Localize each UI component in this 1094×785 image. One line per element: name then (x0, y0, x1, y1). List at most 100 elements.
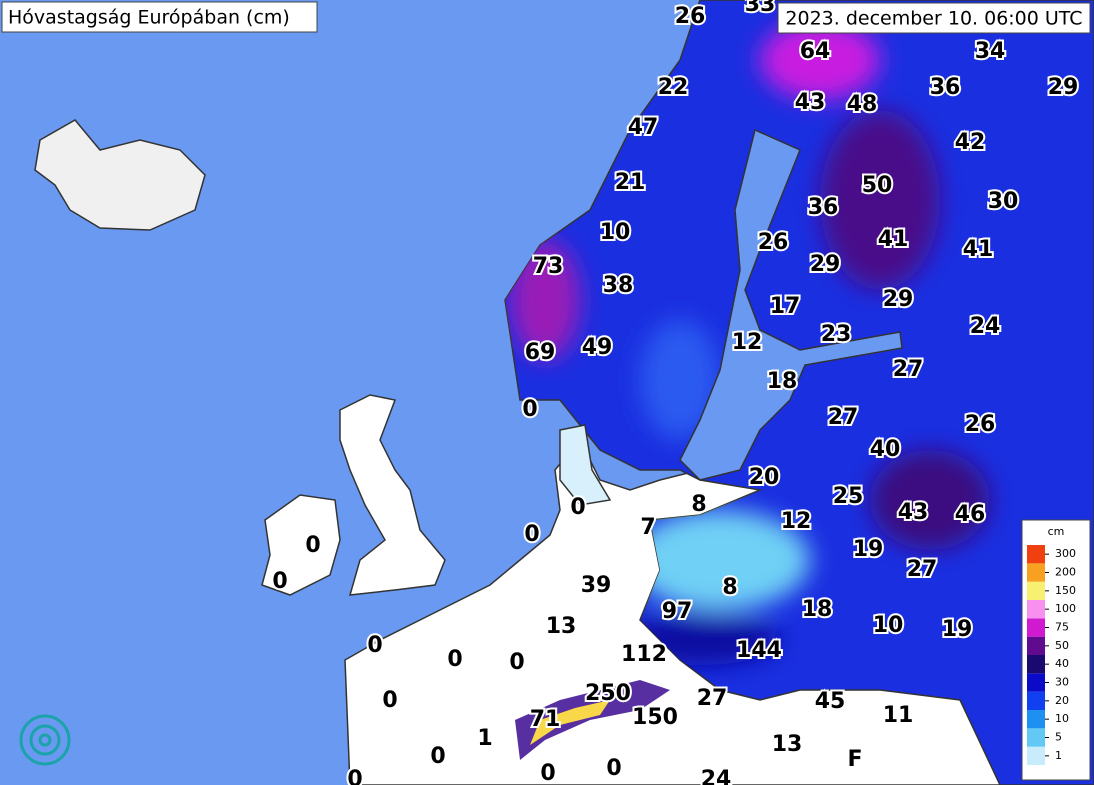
snow-depth-label: 0 (367, 633, 382, 658)
snow-depth-label: 0 (522, 397, 537, 422)
snow-depth-label: 0 (347, 767, 362, 785)
snow-depth-label: 64 (800, 39, 831, 64)
snow-depth-label: 13 (772, 732, 803, 757)
logo (19, 714, 71, 766)
map-title: Hóvastagság Európában (cm) (8, 7, 290, 29)
snow-depth-label: 24 (970, 314, 1001, 339)
snow-depth-label: 39 (581, 573, 612, 598)
snow-depth-label: 21 (615, 170, 646, 195)
snow-depth-label: 42 (955, 130, 986, 155)
timestamp: 2023. december 10. 06:00 UTC (785, 8, 1082, 30)
colorbar-tick-label: 75 (1055, 621, 1069, 634)
snow-depth-label: F (847, 747, 862, 772)
colorbar-tick-label: 50 (1055, 639, 1069, 652)
snow-depth-label: 71 (530, 707, 561, 732)
snow-depth-label: 19 (853, 537, 884, 562)
colorbar-segment (1027, 618, 1045, 637)
snow-shading (510, 20, 990, 665)
colorbar-tick-label: 1 (1055, 749, 1062, 762)
snow-depth-label: 29 (810, 252, 841, 277)
snow-depth-label: 0 (606, 756, 621, 781)
colorbar-segment (1027, 673, 1045, 692)
snow-depth-label: 24 (701, 767, 732, 785)
colorbar-tick-label: 5 (1055, 731, 1062, 744)
snow-depth-label: 25 (833, 484, 864, 509)
snow-depth-label: 43 (795, 90, 826, 115)
snow-depth-label: 18 (767, 369, 798, 394)
colorbar-segment (1027, 728, 1045, 747)
snow-depth-label: 27 (907, 557, 938, 582)
colorbar-tick-label: 150 (1055, 584, 1076, 597)
snow-depth-label: 27 (828, 405, 859, 430)
colorbar-segment (1027, 636, 1045, 655)
snow-depth-label: 36 (808, 195, 839, 220)
snow-depth-label: 26 (965, 412, 996, 437)
snow-depth-label: 12 (732, 330, 763, 355)
snow-depth-label: 36 (930, 75, 961, 100)
scandinavia (504, 0, 1094, 785)
snow-depth-label: 12 (781, 509, 812, 534)
snow-depth-label: 38 (603, 273, 634, 298)
title-box (1, 1, 318, 33)
snow-depth-label: 7 (640, 515, 655, 540)
colorbar-segment (1027, 545, 1045, 564)
colorbar-segment (1027, 710, 1045, 729)
ireland (261, 494, 341, 596)
snow-depth-label: 0 (382, 688, 397, 713)
snow-depth-label: 33 (745, 0, 776, 17)
snow-depth-label: 41 (963, 237, 994, 262)
colorbar-tick-label: 200 (1055, 566, 1076, 579)
colorbar-tick-label: 300 (1055, 547, 1076, 560)
snow-depth-label: 0 (272, 569, 287, 594)
colorbar-segment (1027, 691, 1045, 710)
snow-depth-label: 8 (722, 575, 737, 600)
snow-depth-label: 97 (662, 599, 693, 624)
snow-depth-label: 112 (621, 642, 667, 667)
colorbar-tick-label: 100 (1055, 602, 1076, 615)
snow-depth-label: 20 (749, 465, 780, 490)
snow-depth-label: 10 (600, 220, 631, 245)
snow-depth-label: 40 (870, 437, 901, 462)
colorbar-tick-label: 10 (1055, 712, 1069, 725)
baltic-sea (679, 128, 903, 481)
snow-depth-label: 150 (632, 705, 678, 730)
colorbar-segment (1027, 600, 1045, 619)
snow-depth-label: 144 (736, 638, 782, 663)
great-britain (339, 394, 446, 596)
snow-depth-label: 0 (570, 495, 585, 520)
legend-unit: cm (1048, 525, 1065, 538)
snow-depth-label: 22 (658, 75, 689, 100)
colorbar-segment (1027, 655, 1045, 674)
snow-depth-label: 0 (305, 533, 320, 558)
snow-depth-label: 0 (447, 647, 462, 672)
snow-depth-label: 69 (525, 340, 556, 365)
snow-depth-label: 0 (430, 744, 445, 769)
snow-depth-label: 1 (477, 726, 492, 751)
snow-depth-label: 0 (509, 650, 524, 675)
colorbar-tick-label: 20 (1055, 694, 1069, 707)
snow-depth-label: 47 (628, 115, 659, 140)
snow-depth-label: 27 (697, 686, 728, 711)
denmark (559, 424, 612, 506)
snow-depth-label: 10 (873, 613, 904, 638)
colorbar-tick-label: 30 (1055, 676, 1069, 689)
colorbar-segment (1027, 563, 1045, 582)
snow-depth-label: 13 (546, 614, 577, 639)
snow-depth-label: 29 (1048, 75, 1079, 100)
snow-depth-label: 41 (878, 227, 909, 252)
snow-depth-label: 17 (770, 294, 801, 319)
snow-depth-label: 0 (524, 522, 539, 547)
colorbar-tick-label: 40 (1055, 657, 1069, 670)
snow-depth-label: 18 (802, 597, 833, 622)
snow-depth-label: 34 (975, 39, 1006, 64)
snow-depth-label: 30 (988, 189, 1019, 214)
alps (515, 680, 670, 760)
snow-depth-label: 250 (585, 681, 631, 706)
colorbar-segment (1027, 581, 1045, 600)
snow-depth-label: 50 (862, 173, 893, 198)
legend: 1 5 10 20 30 40 50 75 100 150 200 300 (1027, 545, 1076, 765)
colorbar-segment (1027, 746, 1045, 765)
alps-peak (530, 700, 610, 745)
